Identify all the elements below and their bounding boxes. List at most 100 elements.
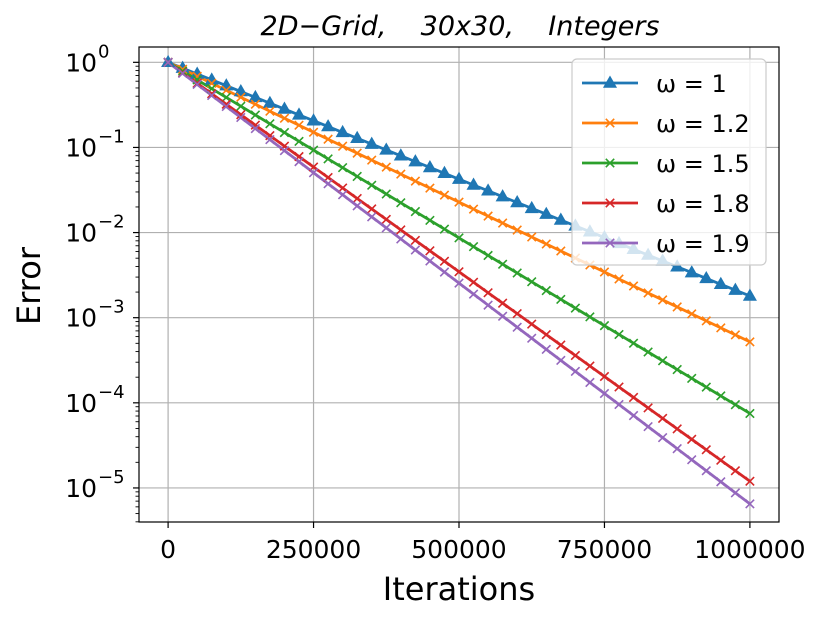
data-point <box>335 124 350 138</box>
data-point <box>570 350 581 361</box>
data-point <box>713 276 728 290</box>
data-point <box>524 200 539 214</box>
data-point <box>192 79 202 90</box>
data-point <box>539 206 554 219</box>
data-point <box>393 148 408 161</box>
data-point <box>672 443 682 454</box>
y-axis-label: Error <box>10 246 48 325</box>
data-point <box>699 270 714 284</box>
data-point <box>657 432 668 443</box>
legend-label: ω = 1.8 <box>656 190 750 218</box>
series-marker-group <box>163 57 755 419</box>
data-point <box>250 120 261 130</box>
data-point <box>294 136 304 147</box>
data-point <box>425 246 435 256</box>
data-point <box>468 289 479 299</box>
data-point <box>730 488 741 498</box>
data-point <box>364 136 379 149</box>
data-point <box>262 95 277 108</box>
data-point <box>408 154 423 167</box>
data-point <box>381 189 392 199</box>
data-point <box>510 195 525 208</box>
data-point <box>410 206 421 217</box>
data-point <box>250 99 261 110</box>
legend-marker <box>605 198 615 208</box>
data-point <box>306 113 321 126</box>
data-point <box>381 162 392 172</box>
data-point <box>526 232 537 242</box>
data-point <box>553 212 568 225</box>
data-point <box>672 302 682 312</box>
data-point <box>366 180 377 190</box>
y-tick-label: 10 <box>65 219 97 248</box>
y-tick-exponent: −5 <box>98 467 125 488</box>
data-point <box>366 212 377 222</box>
data-point <box>265 119 275 129</box>
data-point <box>308 167 319 178</box>
data-point <box>366 155 377 165</box>
legend-item: ω = 1 <box>582 70 727 98</box>
data-point <box>483 300 493 310</box>
data-point <box>454 197 464 207</box>
data-point <box>745 476 755 486</box>
y-tick-label: 10 <box>65 48 97 77</box>
data-point <box>483 211 493 221</box>
data-point <box>177 64 188 75</box>
data-point <box>236 112 246 123</box>
data-point <box>265 130 275 141</box>
data-point <box>628 338 639 348</box>
data-point <box>730 330 741 340</box>
data-point <box>454 278 464 288</box>
data-point <box>745 337 755 347</box>
data-point <box>277 101 292 114</box>
data-point <box>294 120 304 130</box>
y-tick-exponent: −1 <box>98 126 125 147</box>
data-point <box>670 259 685 272</box>
data-point <box>599 388 610 399</box>
data-point <box>556 294 566 305</box>
data-point <box>512 268 522 278</box>
data-point <box>541 329 552 340</box>
data-point <box>556 340 566 350</box>
data-point <box>337 162 348 173</box>
data-point <box>206 90 217 101</box>
data-point <box>279 113 290 123</box>
data-point <box>352 193 362 204</box>
data-point <box>250 110 261 120</box>
data-point <box>599 320 610 331</box>
data-point <box>495 189 510 202</box>
data-point <box>497 311 508 321</box>
legend-marker <box>605 158 615 168</box>
data-point <box>701 316 712 326</box>
data-point <box>657 413 668 424</box>
y-tick-exponent: −2 <box>98 212 125 233</box>
data-point <box>265 134 275 145</box>
data-point <box>728 282 743 295</box>
data-point <box>701 465 712 476</box>
data-point <box>439 190 450 200</box>
data-point <box>512 225 522 235</box>
data-point <box>730 465 741 476</box>
legend-label: ω = 1.9 <box>656 230 750 258</box>
data-point <box>628 410 639 421</box>
data-point <box>161 54 176 68</box>
data-point <box>614 329 624 340</box>
legend-label: ω = 1.2 <box>656 110 750 138</box>
data-point <box>352 201 362 211</box>
legend-marker <box>602 75 618 88</box>
data-point <box>279 127 290 138</box>
data-point <box>451 171 467 184</box>
data-point <box>291 107 307 120</box>
data-point <box>742 288 757 301</box>
data-point <box>454 233 464 243</box>
data-point <box>439 256 450 267</box>
data-point <box>279 145 290 156</box>
data-point <box>526 333 537 344</box>
legend-item: ω = 1.5 <box>582 150 750 178</box>
data-point <box>684 265 699 278</box>
data-point <box>585 377 595 388</box>
data-point <box>483 287 493 298</box>
data-point <box>657 356 668 366</box>
data-point <box>716 477 726 487</box>
